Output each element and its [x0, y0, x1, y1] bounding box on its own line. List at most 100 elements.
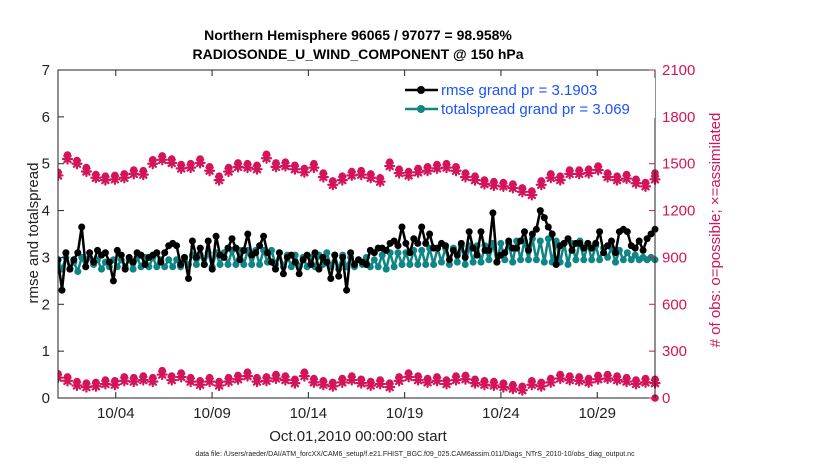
y-tick-label-right: 300	[662, 343, 687, 360]
legend-rmse-marker	[417, 86, 425, 94]
axes-box	[57, 69, 656, 399]
totalspread-point	[323, 249, 331, 257]
obs-assimilated-marker	[393, 167, 405, 179]
footer-data-file: data file: /Users/raeder/DAI/ATM_forcXX/…	[195, 451, 635, 458]
rmse-point	[588, 244, 596, 252]
y-tick-label-right: 900	[662, 249, 687, 266]
rmse-point	[584, 239, 592, 247]
obs-bottom-assimilated-marker	[450, 374, 462, 386]
rmse-point	[295, 270, 303, 278]
obs-bottom-assimilated-marker	[336, 376, 348, 388]
obs-bottom-assimilated-marker	[58, 372, 64, 384]
y-tick-label-left: 3	[42, 249, 50, 266]
obs-assimilated-marker	[194, 157, 206, 169]
totalspread-point	[532, 256, 540, 264]
rmse-point	[418, 223, 426, 231]
rmse-point	[560, 239, 568, 247]
obs-assimilated-marker	[147, 158, 159, 170]
rmse-point	[505, 237, 513, 245]
totalspread-point	[540, 258, 548, 266]
obs-assimilated-marker	[336, 174, 348, 186]
rmse-point	[244, 230, 252, 238]
rmse-point	[121, 265, 129, 273]
y-tick-label-right: 1500	[662, 156, 695, 173]
rmse-point	[264, 249, 271, 257]
rmse-point	[78, 223, 86, 231]
rmse-point	[74, 249, 82, 257]
axes: 0 1 2 3 4 5 6 7 0 300 600 900 1200 1500 1800 2100 10/04 1…	[42, 62, 696, 422]
obs-bottom-assimilated-marker	[516, 384, 528, 396]
obs-assimilated-marker	[611, 174, 623, 186]
rmse-point	[228, 235, 236, 243]
rmse-point	[532, 225, 540, 233]
obs-assimilated-marker	[403, 169, 415, 182]
rmse-point	[315, 265, 323, 273]
obs-assimilated-marker	[412, 166, 424, 178]
obs-bottom-assimilated-marker	[507, 383, 519, 395]
rmse-point	[564, 235, 572, 243]
obs-assimilated-marker	[128, 168, 140, 180]
obs-assimilated-marker	[583, 167, 595, 179]
obs-bottom-assimilated-marker	[185, 376, 197, 388]
rmse-point	[311, 249, 319, 257]
obs-bottom-assimilated-marker	[583, 376, 595, 388]
rmse-point	[465, 228, 473, 236]
obs-assimilated-marker	[620, 172, 633, 185]
rmse-point	[303, 251, 311, 259]
rmse-point	[279, 270, 287, 278]
rmse-point	[327, 275, 335, 282]
obs-assimilated-marker	[630, 177, 642, 189]
rmse-point	[256, 242, 264, 250]
totalspread-point	[453, 258, 461, 266]
rmse-point	[469, 244, 477, 252]
obs-bottom-assimilated-marker	[497, 381, 509, 393]
obs-assimilated-marker	[602, 171, 614, 183]
y-tick-label-left: 0	[42, 390, 50, 407]
rmse-point	[600, 249, 608, 257]
totalspread-point	[536, 237, 544, 245]
totalspread-point	[390, 263, 398, 271]
rmse-point	[580, 244, 588, 252]
rmse-point	[521, 228, 528, 236]
rmse-point	[185, 275, 192, 282]
obs-assimilated-marker	[554, 174, 566, 186]
obs-bottom-assimilated-marker	[431, 375, 443, 387]
obs-assimilated-marker	[251, 163, 263, 175]
obs-bottom-assimilated-marker	[478, 379, 491, 391]
totalspread-point	[129, 265, 137, 273]
rmse-point	[181, 253, 188, 261]
totalspread-point	[485, 256, 493, 264]
totalspread-point	[370, 256, 378, 264]
rmse-point	[212, 232, 220, 240]
totalspread-point	[469, 258, 477, 266]
obs-bottom-assimilated-marker	[270, 372, 282, 385]
obs-assimilated-marker	[440, 162, 453, 174]
obs-bottom-assimilated-marker	[260, 375, 273, 387]
rmse-point	[525, 246, 532, 254]
rmse-point	[528, 230, 536, 238]
obs-assimilated-marker	[156, 154, 168, 166]
rmse-point	[339, 253, 347, 261]
obs-bottom-assimilated-marker	[573, 375, 585, 387]
y-tick-label-right: 1200	[662, 203, 695, 220]
rmse-point	[343, 286, 351, 294]
rmse-point	[473, 251, 481, 259]
rmse-point	[643, 235, 651, 243]
y-tick-label-right: 2100	[662, 62, 695, 79]
rmse-point	[576, 239, 584, 247]
rmse-point	[236, 256, 244, 264]
obs-bottom-assimilated-marker	[317, 379, 329, 391]
rmse-point	[94, 246, 101, 254]
obs-bottom-assimilated-marker	[308, 376, 320, 388]
rmse-point	[58, 286, 66, 294]
rmse-point	[82, 263, 90, 271]
totalspread-point	[192, 261, 200, 268]
totalspread-point	[240, 261, 248, 268]
rmse-point	[177, 261, 185, 268]
rmse-point	[192, 253, 200, 261]
obs-bottom-assimilated-marker	[222, 376, 235, 388]
y-axis-label-left: rmse and totalspread	[25, 163, 42, 304]
obs-assimilated-marker	[592, 164, 604, 176]
obs-bottom-assimilated-marker	[403, 371, 415, 383]
rmse-point	[161, 249, 169, 257]
